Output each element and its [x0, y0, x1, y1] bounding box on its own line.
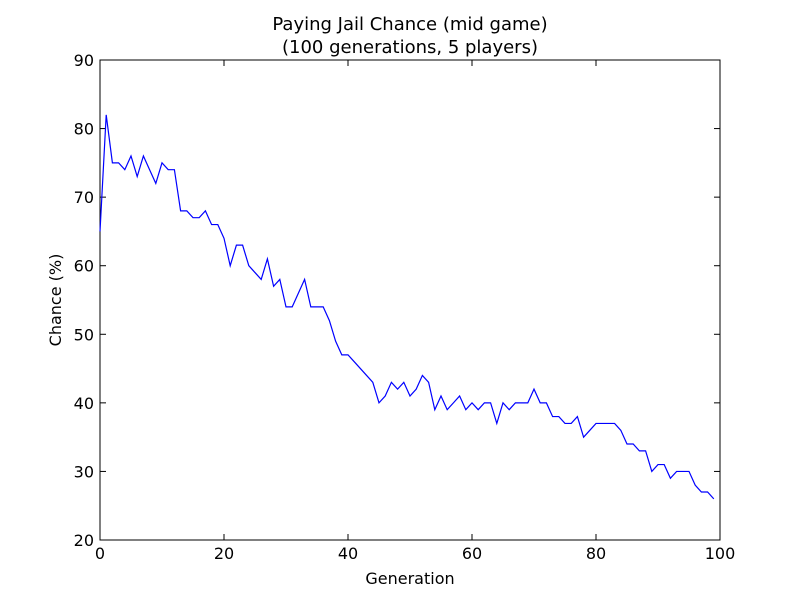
- x-axis-label: Generation: [365, 569, 454, 588]
- y-tick-label: 70: [74, 188, 94, 207]
- chart-title-line2: (100 generations, 5 players): [282, 37, 538, 58]
- y-tick-label: 40: [74, 394, 94, 413]
- x-tick-label: 80: [586, 544, 606, 563]
- y-tick-label: 60: [74, 257, 94, 276]
- series-line: [99, 114, 715, 500]
- plot-area: [99, 59, 721, 541]
- y-tick-label: 50: [74, 325, 94, 344]
- x-tick-label: 40: [338, 544, 358, 563]
- x-tick-label: 60: [462, 544, 482, 563]
- y-tick-label: 30: [74, 462, 94, 481]
- axes-frame: [99, 59, 721, 541]
- x-tick-label: 20: [214, 544, 234, 563]
- y-tick-label: 80: [74, 120, 94, 139]
- x-tick-label: 0: [95, 544, 105, 563]
- y-tick-label: 90: [74, 51, 94, 70]
- y-axis-label: Chance (%): [46, 254, 65, 347]
- chart-title-line1: Paying Jail Chance (mid game): [272, 14, 547, 35]
- x-tick-label: 100: [705, 544, 736, 563]
- y-axis-ticks: 20 30 40 50 60 70 80 90: [74, 51, 720, 550]
- x-axis-ticks: 0 20 40 60 80 100: [95, 60, 735, 563]
- y-tick-label: 20: [74, 531, 94, 550]
